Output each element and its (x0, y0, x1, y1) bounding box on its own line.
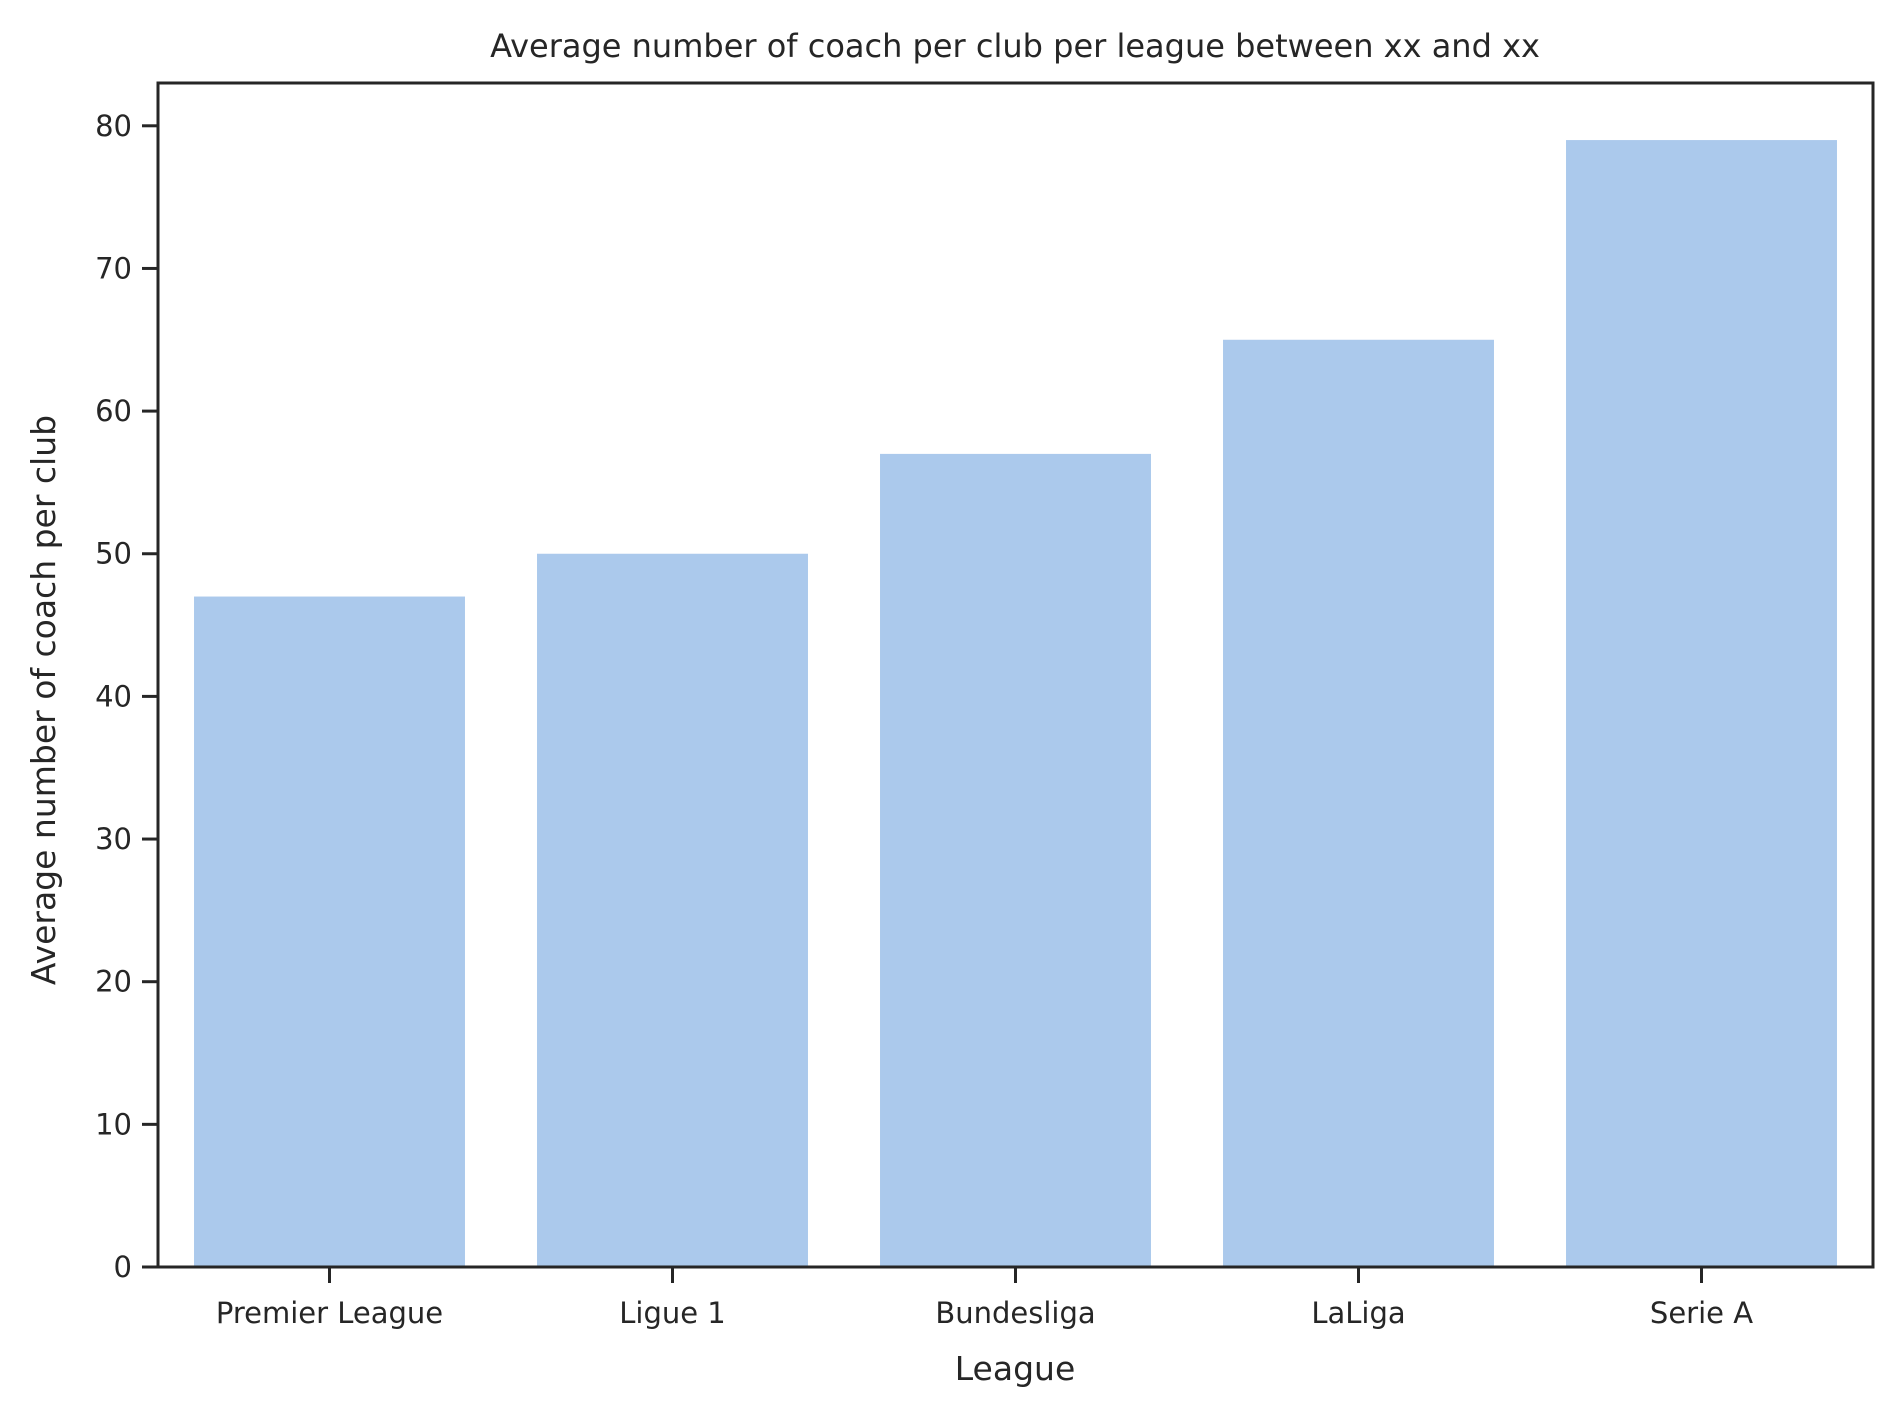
x-axis-label: League (955, 1349, 1076, 1388)
bar-bundesliga (880, 453, 1151, 1267)
x-tick-label: Ligue 1 (619, 1296, 726, 1330)
bar-ligue-1 (537, 553, 808, 1267)
y-tick-label: 30 (95, 822, 132, 856)
bar-premier-league (194, 596, 465, 1267)
x-tick-label: Bundesliga (935, 1296, 1095, 1330)
bar-serie-a (1566, 140, 1837, 1267)
y-tick-label: 40 (95, 679, 132, 713)
y-tick-label: 0 (114, 1250, 132, 1284)
y-axis-label: Average number of coach per club (24, 415, 63, 985)
x-tick-label: Premier League (216, 1296, 443, 1330)
y-tick-label: 10 (95, 1107, 132, 1141)
x-axis-ticks: Premier League Ligue 1 Bundesliga LaLiga Ser… (216, 1267, 1753, 1330)
x-tick-label: Serie A (1650, 1296, 1753, 1330)
plot-frame (156, 81, 1875, 1269)
y-tick-label: 50 (95, 537, 132, 571)
bar-laliga (1223, 339, 1494, 1267)
x-tick-label: LaLiga (1311, 1296, 1405, 1330)
y-tick-label: 20 (95, 965, 132, 999)
chart-title: Average number of coach per club per lea… (490, 27, 1540, 65)
y-axis-ticks: 0 10 20 30 40 50 60 70 80 (95, 109, 158, 1284)
y-tick-label: 80 (95, 109, 132, 143)
bars-group (194, 140, 1837, 1267)
y-tick-label: 70 (95, 251, 132, 285)
y-tick-label: 60 (95, 394, 132, 428)
